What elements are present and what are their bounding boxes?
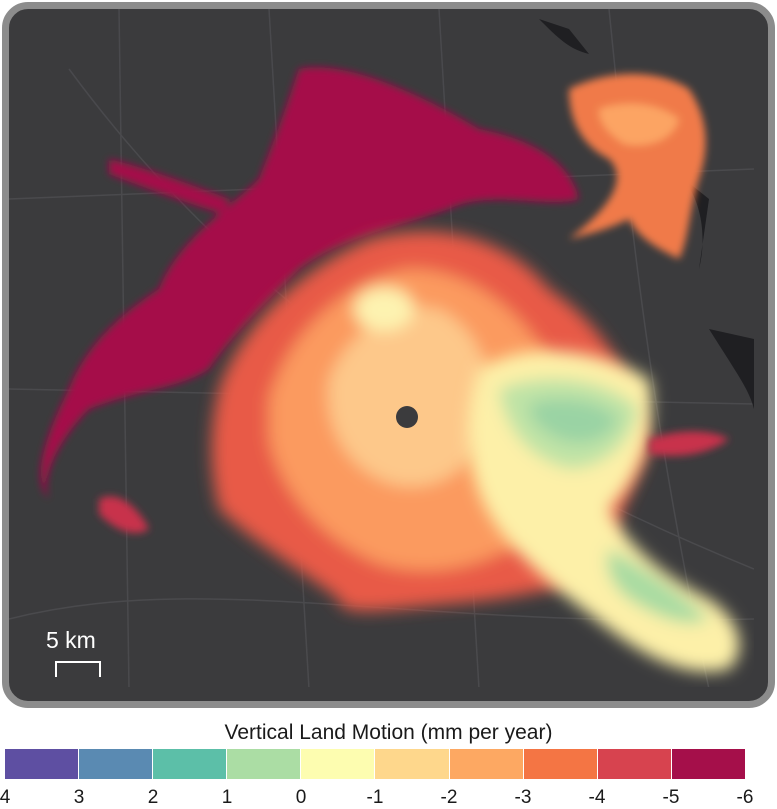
legend-title: Vertical Land Motion (mm per year) (224, 721, 553, 744)
legend-tick-label: 1 (221, 787, 233, 808)
subsidence-map (9, 9, 754, 687)
legend-tick-label: -2 (440, 787, 458, 808)
legend-tick-label: -1 (366, 787, 384, 808)
legend-tick-label: -6 (736, 787, 754, 808)
map-panel[interactable]: 5 km (2, 2, 775, 708)
legend-tick-label: 4 (0, 787, 11, 808)
legend-swatch (671, 749, 745, 779)
legend-swatch (5, 749, 80, 779)
legend-tick-label: -4 (588, 787, 606, 808)
scale-bar (55, 661, 101, 677)
legend-tick-label: -5 (662, 787, 680, 808)
legend-swatch (449, 749, 524, 779)
legend-tick-label: 3 (73, 787, 85, 808)
water-bodies (539, 19, 754, 409)
legend-tick-label: 2 (147, 787, 159, 808)
region-northwest (40, 67, 580, 500)
region-southwest (99, 431, 729, 534)
legend-swatch (375, 749, 450, 779)
map-hole (396, 406, 418, 428)
legend-swatch (597, 749, 672, 779)
scale-bar-label: 5 km (46, 627, 96, 653)
legend-swatch (153, 749, 228, 779)
legend-swatch (301, 749, 376, 779)
legend-swatch (523, 749, 598, 779)
color-legend (5, 749, 745, 779)
legend-swatch (227, 749, 302, 779)
legend-tick-label: 0 (295, 787, 307, 808)
region-east (468, 350, 740, 672)
legend-swatch (79, 749, 154, 779)
region-northeast (569, 74, 706, 259)
legend-tick-label: -3 (514, 787, 532, 808)
